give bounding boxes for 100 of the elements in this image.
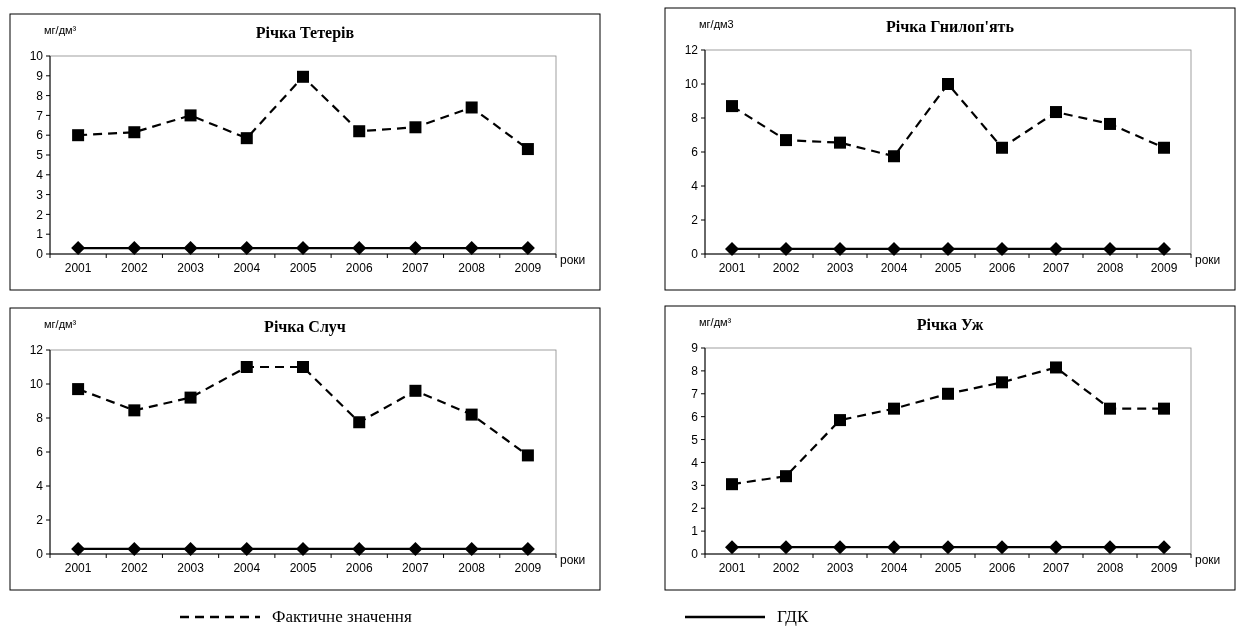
point xyxy=(1050,106,1062,119)
point xyxy=(833,540,847,555)
point xyxy=(888,150,900,163)
chart-title: Річка Случ xyxy=(264,318,346,336)
point xyxy=(520,541,535,556)
point xyxy=(1158,141,1170,154)
x-tick-label: 2002 xyxy=(772,561,800,575)
x-tick-label: 2003 xyxy=(177,261,205,275)
point xyxy=(995,540,1009,555)
point xyxy=(941,540,955,555)
x-tick-label: 2007 xyxy=(1042,561,1070,575)
point xyxy=(127,241,142,256)
point xyxy=(183,241,198,256)
x-tick-label: 2005 xyxy=(934,561,962,575)
point xyxy=(780,134,792,147)
y-tick-label: 5 xyxy=(691,432,699,447)
x-tick-label: 2006 xyxy=(345,561,373,575)
y-tick-label: 9 xyxy=(36,69,44,83)
point xyxy=(296,541,310,556)
y-tick-label: 5 xyxy=(36,148,44,163)
x-axis-title: роки xyxy=(1195,553,1221,567)
point xyxy=(128,404,141,417)
y-tick-label: 6 xyxy=(691,145,699,160)
y-tick-label: 10 xyxy=(684,77,699,92)
point xyxy=(1050,361,1062,374)
point xyxy=(352,241,367,256)
x-tick-label: 2003 xyxy=(826,261,854,275)
x-tick-label: 2008 xyxy=(1096,261,1124,275)
point xyxy=(995,241,1009,256)
y-tick-label: 7 xyxy=(36,108,44,123)
y-tick-label: 8 xyxy=(36,88,44,103)
point xyxy=(464,241,479,256)
y-tick-label: 0 xyxy=(36,247,44,262)
point xyxy=(1157,540,1171,555)
point xyxy=(834,136,846,149)
x-tick-label: 2009 xyxy=(514,561,542,575)
point xyxy=(725,540,739,555)
point xyxy=(353,125,366,138)
x-tick-label: 2003 xyxy=(826,561,854,575)
point xyxy=(1103,241,1117,256)
x-tick-label: 2005 xyxy=(934,261,962,275)
x-tick-label: 2007 xyxy=(1042,261,1070,275)
point xyxy=(464,541,479,556)
point xyxy=(184,109,197,122)
point xyxy=(296,241,310,256)
point xyxy=(780,470,792,483)
x-tick-label: 2001 xyxy=(718,261,746,275)
point xyxy=(726,478,738,491)
point xyxy=(1157,241,1171,256)
point xyxy=(465,101,478,114)
point xyxy=(725,241,739,256)
point xyxy=(184,391,197,404)
chart-title: Річка Гнилоп'ять xyxy=(886,18,1015,35)
y-tick-label: 6 xyxy=(36,128,44,143)
x-tick-label: 2007 xyxy=(402,261,430,275)
y-tick-label: 2 xyxy=(691,213,699,228)
y-tick-label: 8 xyxy=(691,364,699,379)
x-tick-label: 2006 xyxy=(988,261,1016,275)
y-tick-label: 4 xyxy=(36,168,44,182)
point xyxy=(833,241,847,256)
y-axis-title: мг/дм³ xyxy=(44,318,77,330)
point xyxy=(465,408,478,421)
point xyxy=(520,241,535,256)
point xyxy=(1104,117,1116,130)
x-tick-label: 2001 xyxy=(718,561,746,575)
point xyxy=(240,361,253,373)
x-tick-label: 2008 xyxy=(458,261,486,275)
x-tick-label: 2002 xyxy=(120,261,148,275)
x-tick-label: 2004 xyxy=(880,561,908,575)
y-tick-label: 10 xyxy=(29,49,44,64)
point xyxy=(942,387,954,400)
point xyxy=(888,402,900,415)
x-tick-label: 2005 xyxy=(289,261,317,275)
x-tick-label: 2004 xyxy=(233,561,261,575)
point xyxy=(726,100,738,113)
y-tick-label: 2 xyxy=(691,501,699,516)
point xyxy=(408,541,423,556)
point xyxy=(1049,241,1063,256)
point xyxy=(996,141,1008,154)
y-tick-label: 0 xyxy=(36,547,44,562)
x-axis-title: роки xyxy=(560,253,586,267)
y-axis-title: мг/дм³ xyxy=(699,316,732,328)
y-tick-label: 4 xyxy=(36,479,44,494)
point xyxy=(239,541,254,556)
y-tick-label: 1 xyxy=(36,227,44,242)
x-tick-label: 2008 xyxy=(1096,561,1124,575)
y-tick-label: 3 xyxy=(691,478,699,493)
x-tick-label: 2007 xyxy=(402,561,430,575)
point xyxy=(996,376,1008,389)
y-tick-label: 0 xyxy=(691,247,699,262)
point xyxy=(297,361,309,373)
y-tick-label: 8 xyxy=(691,111,699,126)
point xyxy=(1104,402,1116,415)
x-axis-title: роки xyxy=(560,553,586,567)
point xyxy=(408,241,423,256)
y-tick-label: 3 xyxy=(36,187,44,202)
x-axis-title: роки xyxy=(1195,253,1221,267)
point xyxy=(71,241,86,256)
point xyxy=(240,132,253,145)
chart-title: Річка Тетерів xyxy=(255,24,355,42)
